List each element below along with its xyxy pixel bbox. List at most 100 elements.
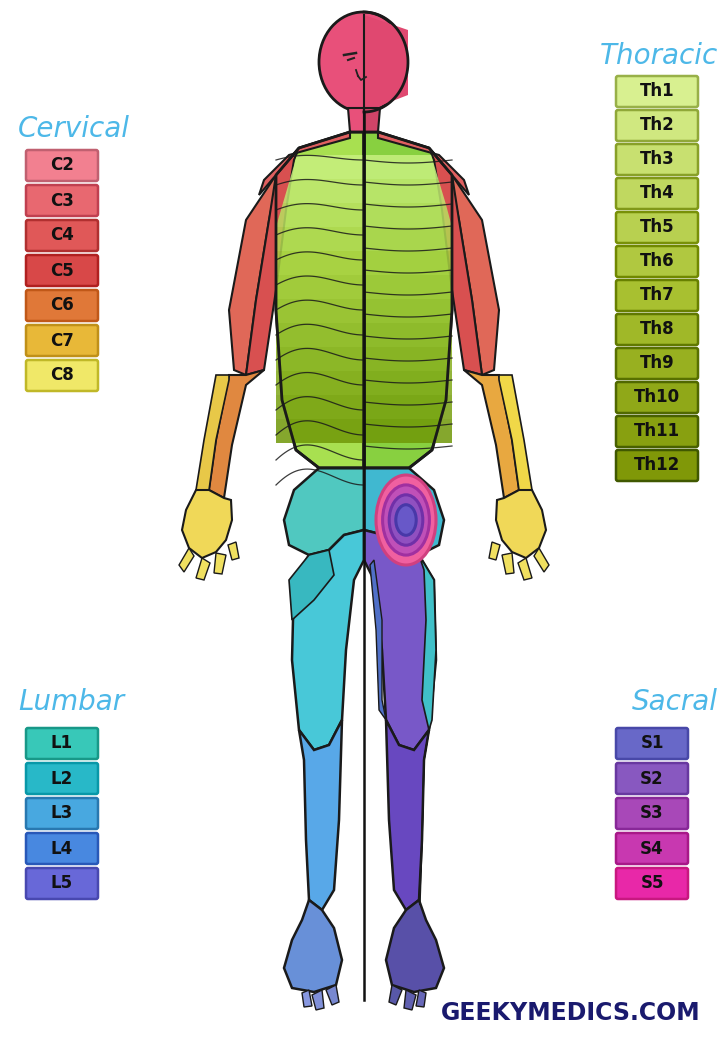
Polygon shape [370, 560, 386, 720]
FancyBboxPatch shape [616, 382, 698, 413]
Polygon shape [364, 203, 452, 227]
Polygon shape [499, 375, 532, 490]
Polygon shape [419, 555, 436, 730]
FancyBboxPatch shape [26, 220, 98, 251]
Polygon shape [312, 990, 324, 1010]
Text: C3: C3 [50, 192, 74, 209]
Polygon shape [196, 375, 229, 490]
Text: L5: L5 [51, 874, 73, 892]
Text: L4: L4 [51, 840, 73, 857]
Text: GEEKYMEDICS.COM: GEEKYMEDICS.COM [440, 1001, 700, 1025]
FancyBboxPatch shape [616, 450, 698, 481]
Polygon shape [386, 900, 444, 992]
Text: C4: C4 [50, 226, 74, 245]
Polygon shape [489, 542, 500, 560]
FancyBboxPatch shape [26, 360, 98, 391]
FancyBboxPatch shape [616, 728, 688, 759]
Polygon shape [182, 490, 232, 558]
Polygon shape [389, 985, 402, 1005]
Text: S4: S4 [640, 840, 664, 857]
Ellipse shape [376, 475, 436, 565]
FancyBboxPatch shape [26, 763, 98, 794]
Polygon shape [276, 275, 364, 299]
Polygon shape [282, 179, 364, 203]
Text: C8: C8 [50, 366, 74, 384]
Text: S1: S1 [640, 735, 664, 753]
FancyBboxPatch shape [616, 798, 688, 829]
Polygon shape [196, 558, 210, 580]
Polygon shape [299, 720, 342, 910]
Text: S3: S3 [640, 804, 664, 823]
Polygon shape [364, 324, 452, 347]
Text: Th9: Th9 [640, 355, 674, 373]
Polygon shape [364, 275, 452, 299]
Polygon shape [290, 155, 364, 179]
Polygon shape [386, 720, 429, 910]
Ellipse shape [396, 505, 416, 535]
FancyBboxPatch shape [26, 325, 98, 356]
Text: Th12: Th12 [634, 456, 680, 474]
FancyBboxPatch shape [26, 255, 98, 286]
Ellipse shape [389, 495, 423, 545]
Ellipse shape [383, 485, 430, 555]
FancyBboxPatch shape [616, 246, 698, 277]
Polygon shape [276, 132, 364, 468]
Text: Lumbar: Lumbar [18, 688, 124, 716]
Polygon shape [302, 990, 312, 1007]
Text: C7: C7 [50, 332, 74, 350]
Polygon shape [326, 985, 339, 1005]
Text: Th3: Th3 [640, 151, 674, 169]
Polygon shape [364, 468, 444, 555]
FancyBboxPatch shape [616, 211, 698, 243]
Polygon shape [276, 299, 364, 324]
FancyBboxPatch shape [616, 280, 698, 311]
Text: Cervical: Cervical [18, 115, 130, 143]
Polygon shape [348, 108, 364, 132]
Polygon shape [284, 900, 342, 992]
Polygon shape [276, 419, 364, 443]
FancyBboxPatch shape [616, 763, 688, 794]
Polygon shape [464, 370, 519, 498]
FancyBboxPatch shape [26, 728, 98, 759]
Polygon shape [416, 990, 426, 1007]
Polygon shape [364, 15, 408, 112]
FancyBboxPatch shape [26, 290, 98, 321]
FancyBboxPatch shape [616, 348, 698, 379]
Polygon shape [364, 530, 436, 750]
Polygon shape [364, 395, 452, 419]
FancyBboxPatch shape [26, 150, 98, 181]
Text: Th7: Th7 [640, 287, 674, 305]
Polygon shape [214, 553, 226, 574]
Ellipse shape [319, 12, 407, 112]
Polygon shape [364, 179, 446, 203]
FancyBboxPatch shape [616, 144, 698, 175]
Text: Th5: Th5 [640, 219, 674, 237]
Text: Th4: Th4 [640, 184, 674, 202]
Polygon shape [276, 347, 364, 371]
Text: L2: L2 [51, 770, 73, 787]
Text: C2: C2 [50, 156, 74, 175]
Polygon shape [429, 148, 482, 375]
Polygon shape [246, 148, 299, 375]
Polygon shape [419, 730, 429, 905]
FancyBboxPatch shape [616, 110, 698, 141]
Text: Th8: Th8 [640, 320, 674, 338]
Polygon shape [259, 132, 350, 195]
Polygon shape [276, 203, 364, 227]
FancyBboxPatch shape [616, 76, 698, 107]
Polygon shape [276, 371, 364, 395]
Polygon shape [502, 553, 514, 574]
Text: Th11: Th11 [634, 423, 680, 441]
Polygon shape [228, 542, 239, 560]
Polygon shape [364, 299, 452, 324]
Polygon shape [289, 550, 334, 620]
Polygon shape [364, 419, 452, 443]
Polygon shape [229, 175, 276, 375]
Text: Thoracic: Thoracic [600, 42, 718, 70]
Polygon shape [518, 558, 532, 580]
FancyBboxPatch shape [616, 868, 688, 899]
FancyBboxPatch shape [616, 833, 688, 864]
Polygon shape [364, 132, 452, 468]
Polygon shape [209, 370, 264, 498]
Polygon shape [364, 371, 452, 395]
